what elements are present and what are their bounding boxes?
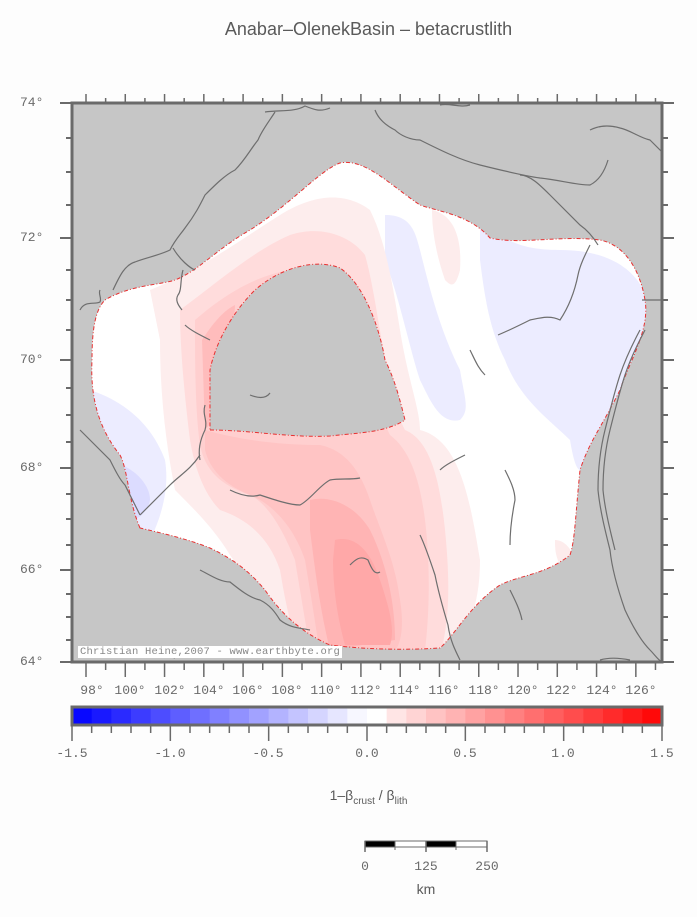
- colorbar-tick-label: 1.0: [551, 746, 575, 761]
- units-main: 1–β: [329, 787, 354, 803]
- colorbar-tick-label: 1.5: [650, 746, 674, 761]
- lon-label: 116°: [428, 683, 460, 698]
- lat-label-68: 68°: [20, 460, 44, 475]
- credit-text: Christian Heine,2007 - www.earthbyte.org: [78, 646, 343, 658]
- colorbar-frame: [70, 705, 664, 727]
- scale-label-0: 0: [361, 859, 369, 874]
- longitude-labels: 98° 100° 102° 104° 106° 108° 110° 112° 1…: [72, 683, 672, 701]
- lat-label-64: 64°: [20, 654, 44, 669]
- lon-label: 120°: [507, 683, 539, 698]
- lon-label: 124°: [586, 683, 618, 698]
- lon-label: 122°: [546, 683, 578, 698]
- colorbar-tick-label: 0.5: [453, 746, 477, 761]
- lon-label: 102°: [154, 683, 186, 698]
- lat-label-74: 74°: [20, 95, 44, 110]
- colorbar-tick-label: -1.0: [154, 746, 186, 761]
- scale-label-250: 250: [475, 859, 499, 874]
- lon-label: 106°: [232, 683, 264, 698]
- lon-label: 126°: [625, 683, 657, 698]
- scale-unit: km: [416, 881, 436, 897]
- rivers-coastlines: [79, 103, 662, 662]
- lat-label-70: 70°: [20, 352, 44, 367]
- latitude-ticks: [60, 102, 674, 663]
- scale-bar: [364, 840, 488, 852]
- lat-label-72: 72°: [20, 230, 44, 245]
- shield-outline: [209, 263, 406, 437]
- lon-label: 114°: [389, 683, 421, 698]
- units-sub-lith: lith: [394, 795, 408, 807]
- lon-label: 100°: [114, 683, 146, 698]
- colorbar-ticks: [71, 726, 663, 741]
- lat-label-66: 66°: [20, 562, 44, 577]
- colorbar: [72, 707, 663, 725]
- map-title: Anabar–OlenekBasin – betacrustlith: [224, 19, 513, 39]
- lon-label: 112°: [350, 683, 382, 698]
- colorbar-units-label: 1–βcrust / βlith: [0, 787, 697, 807]
- units-mid: / β: [374, 787, 395, 803]
- colorbar-tick-label: -0.5: [252, 746, 284, 761]
- lon-label: 108°: [271, 683, 303, 698]
- longitude-ticks: [85, 94, 657, 677]
- scale-label-125: 125: [414, 859, 438, 874]
- lon-label: 104°: [193, 683, 225, 698]
- colorbar-tick-label: -1.5: [56, 746, 88, 761]
- basin-outline: [91, 161, 647, 650]
- lon-label: 110°: [310, 683, 342, 698]
- lon-label: 118°: [468, 683, 500, 698]
- units-sub-crust: crust: [353, 795, 375, 807]
- map-frame: [70, 101, 664, 664]
- lon-label: 98°: [80, 683, 104, 698]
- colorbar-tick-label: 0.0: [355, 746, 379, 761]
